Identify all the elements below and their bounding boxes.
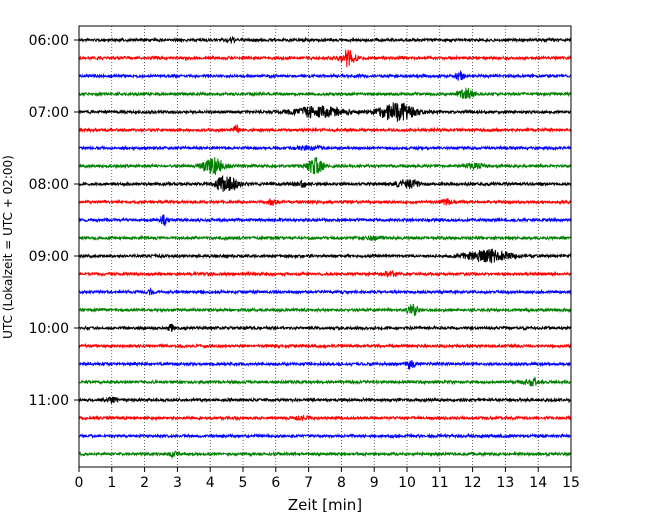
x-tick-label: 14 xyxy=(529,475,547,491)
seismic-trace xyxy=(78,144,572,152)
y-axis: 06:00 07:00 08:00 09:00 10:00 11:00 xyxy=(29,33,79,409)
seismic-trace xyxy=(78,323,572,332)
x-tick-label: 9 xyxy=(370,475,379,491)
seismic-trace xyxy=(78,198,572,207)
seismic-trace xyxy=(78,269,572,278)
seismic-trace xyxy=(78,414,572,422)
seismic-trace xyxy=(78,49,572,68)
seismic-trace xyxy=(78,303,572,317)
x-tick-label: 13 xyxy=(496,475,514,491)
seismic-trace xyxy=(78,102,572,122)
x-tick-label: 1 xyxy=(107,475,116,491)
x-tick-label: 8 xyxy=(337,475,346,491)
seismic-trace xyxy=(78,450,572,460)
seismic-trace xyxy=(78,376,572,387)
plot-frame xyxy=(78,25,572,468)
seismic-trace xyxy=(78,87,572,99)
x-axis: 0 1 2 3 4 5 6 7 8 9 10 11 12 13 14 15 xyxy=(75,467,580,491)
seismic-trace xyxy=(78,35,572,45)
x-tick-label: 4 xyxy=(206,475,215,491)
traces xyxy=(78,35,572,460)
seismic-trace xyxy=(78,174,572,192)
seismic-trace xyxy=(78,360,571,370)
x-tick-label: 7 xyxy=(304,475,313,491)
x-axis-label: Zeit [min] xyxy=(288,496,362,514)
x-tick-label: 3 xyxy=(173,475,182,491)
y-tick-label: 09:00 xyxy=(29,249,69,265)
seismic-trace xyxy=(78,248,572,264)
y-tick-label: 06:00 xyxy=(29,33,69,49)
x-tick-label: 10 xyxy=(398,475,416,491)
seismic-trace xyxy=(78,432,572,440)
x-tick-label: 2 xyxy=(140,475,149,491)
seismic-trace xyxy=(78,70,572,81)
x-tick-label: 11 xyxy=(431,475,449,491)
seismic-trace xyxy=(78,396,572,404)
y-tick-label: 08:00 xyxy=(29,177,69,193)
seismic-trace xyxy=(78,342,572,350)
y-tick-label: 07:00 xyxy=(29,105,69,121)
seismic-trace xyxy=(78,286,572,296)
seismic-trace xyxy=(78,234,572,242)
x-tick-label: 12 xyxy=(464,475,482,491)
y-tick-label: 11:00 xyxy=(29,393,69,409)
seismic-trace xyxy=(78,214,572,227)
seismic-trace xyxy=(78,156,572,175)
y-tick-label: 10:00 xyxy=(29,321,69,337)
x-tick-label: 6 xyxy=(271,475,280,491)
x-tick-label: 0 xyxy=(75,475,84,491)
y-axis-label: UTC (Lokalzeit = UTC + 02:00) xyxy=(1,155,15,339)
x-tick-label: 15 xyxy=(562,475,580,491)
seismic-trace xyxy=(78,124,572,134)
x-tick-label: 5 xyxy=(239,475,248,491)
